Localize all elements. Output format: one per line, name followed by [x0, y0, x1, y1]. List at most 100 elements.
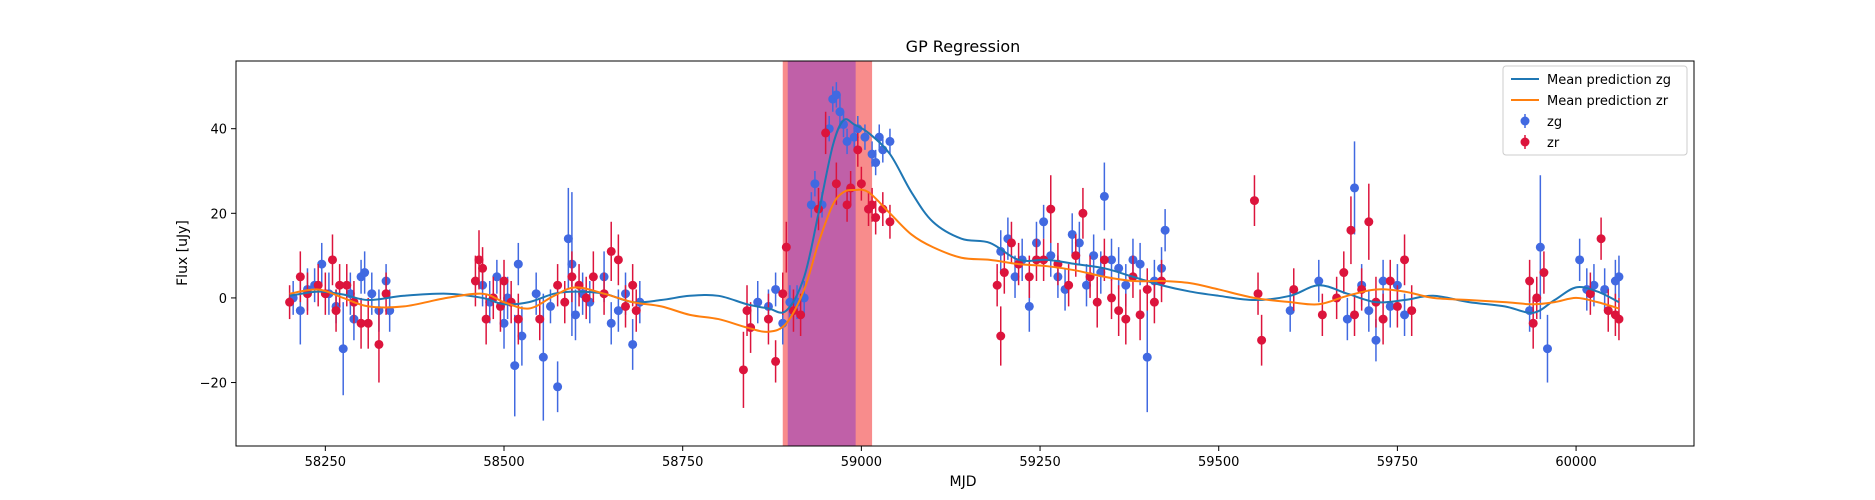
- point-zg-93: [1364, 306, 1374, 316]
- y-tick-label: −20: [200, 377, 227, 392]
- point-zg-100: [1535, 242, 1545, 252]
- point-zr-71: [1092, 297, 1102, 307]
- point-zg-96: [1385, 301, 1395, 311]
- point-zr-7: [335, 280, 345, 290]
- point-zr-29: [588, 272, 598, 282]
- point-zg-89: [1314, 276, 1324, 286]
- point-zg-24: [531, 289, 541, 299]
- prediction-lines: [289, 118, 1620, 333]
- point-zg-46: [806, 200, 816, 210]
- point-zg-88: [1285, 306, 1295, 316]
- point-zr-68: [1071, 251, 1081, 261]
- plot-area: [285, 61, 1624, 446]
- point-zr-25: [560, 297, 570, 307]
- point-zr-33: [621, 301, 631, 311]
- point-zr-60: [1006, 238, 1016, 248]
- point-zg-102: [1575, 255, 1585, 265]
- point-zr-11: [363, 318, 373, 328]
- point-zg-58: [867, 149, 877, 159]
- point-zg-28: [563, 234, 573, 244]
- point-zr-54: [871, 213, 881, 223]
- point-zr-77: [1135, 310, 1145, 320]
- point-zr-44: [796, 310, 806, 320]
- point-zr-51: [856, 179, 866, 189]
- x-tick-label: 58500: [483, 455, 524, 470]
- point-zr-26: [567, 272, 577, 282]
- point-zr-24: [553, 280, 563, 290]
- point-zg-12: [367, 289, 377, 299]
- point-zr-22: [513, 314, 523, 324]
- point-zr-93: [1378, 314, 1388, 324]
- point-zg-105: [1600, 284, 1610, 294]
- point-zg-1: [295, 306, 305, 316]
- point-zg-75: [1082, 280, 1091, 290]
- point-zg-18: [492, 272, 502, 282]
- point-zr-79: [1149, 297, 1159, 307]
- point-zg-69: [1039, 217, 1049, 227]
- legend-entry-mean-prediction-zg: Mean prediction zg: [1511, 73, 1671, 88]
- point-zr-73: [1107, 293, 1117, 303]
- point-zr-16: [478, 263, 488, 273]
- point-zr-13: [381, 289, 391, 299]
- point-zg-7: [338, 344, 348, 354]
- point-zr-78: [1142, 284, 1152, 294]
- legend-swatch-marker: [1520, 116, 1530, 126]
- point-zr-40: [771, 356, 781, 366]
- point-zr-32: [613, 255, 623, 265]
- point-zr-20: [499, 276, 509, 286]
- point-zr-85: [1317, 310, 1327, 320]
- point-zr-82: [1253, 289, 1263, 299]
- point-zr-84: [1289, 284, 1299, 294]
- point-zr-89: [1350, 310, 1360, 320]
- point-zr-83: [1257, 335, 1267, 345]
- point-zr-56: [885, 217, 895, 227]
- y-tick-label: 0: [219, 292, 227, 307]
- point-zg-27: [553, 382, 563, 392]
- point-zg-67: [1024, 301, 1034, 311]
- point-zg-23: [517, 331, 527, 341]
- point-zg-37: [628, 339, 638, 349]
- point-zg-39: [753, 297, 763, 307]
- legend-label: zr: [1547, 136, 1560, 151]
- point-zr-50: [853, 145, 863, 155]
- point-zr-102: [1585, 289, 1595, 299]
- point-zg-55: [849, 132, 859, 142]
- point-zg-21: [510, 361, 520, 371]
- x-tick-label: 58250: [305, 455, 346, 470]
- point-zr-88: [1346, 225, 1356, 235]
- point-zg-25: [538, 352, 548, 362]
- point-zg-54: [842, 136, 852, 146]
- y-tick-label: 20: [210, 207, 227, 222]
- point-zg-11: [360, 268, 370, 278]
- point-zg-65: [1010, 272, 1020, 282]
- point-zr-81: [1249, 196, 1259, 206]
- point-zr-31: [606, 246, 616, 256]
- point-zr-101: [1539, 268, 1549, 278]
- point-zg-104: [1589, 280, 1599, 290]
- x-tick-label: 59500: [1198, 455, 1239, 470]
- point-zr-15: [474, 255, 484, 265]
- point-zg-62: [885, 136, 895, 146]
- point-zg-63: [996, 246, 1006, 256]
- line-mean-prediction-zr: [289, 188, 1620, 333]
- legend-entry-zr: zr: [1520, 135, 1560, 151]
- x-tick-label: 59750: [1377, 455, 1418, 470]
- shaded-regions: [782, 61, 873, 446]
- point-zr-34: [628, 280, 638, 290]
- point-zg-70: [1046, 251, 1056, 261]
- point-zr-72: [1099, 255, 1109, 265]
- point-zr-46: [821, 128, 831, 138]
- point-zr-10: [356, 318, 366, 328]
- point-zg-79: [1107, 255, 1117, 265]
- point-zg-94: [1371, 335, 1381, 345]
- point-zr-69: [1078, 208, 1088, 218]
- legend-label: Mean prediction zr: [1547, 94, 1669, 109]
- legend-label: zg: [1547, 115, 1562, 130]
- point-zr-94: [1385, 276, 1395, 286]
- legend-swatch-marker: [1520, 137, 1530, 147]
- point-zr-65: [1046, 204, 1056, 214]
- point-zg-26: [545, 301, 555, 311]
- point-zg-95: [1378, 276, 1388, 286]
- legend-label: Mean prediction zg: [1547, 73, 1671, 88]
- point-zg-74: [1074, 238, 1084, 248]
